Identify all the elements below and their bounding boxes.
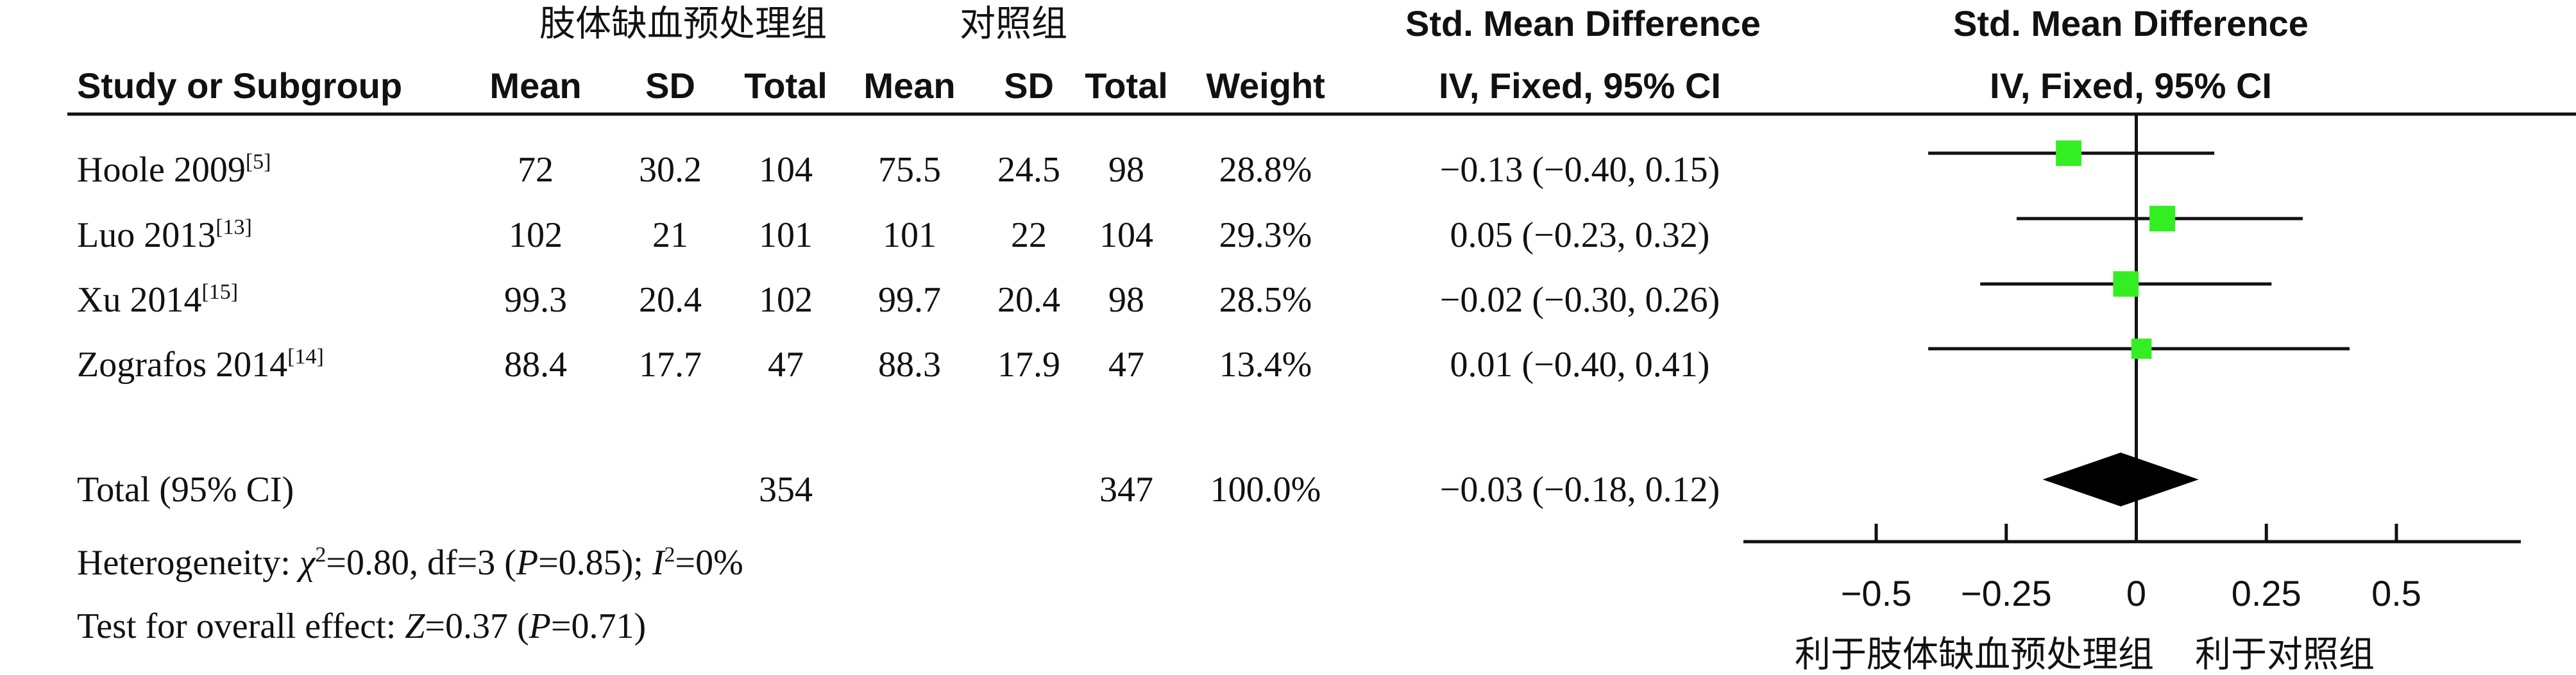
i-squared-symbol: I (652, 543, 666, 583)
study-reference: [15] (201, 280, 238, 304)
exp-total-header: Total (744, 65, 827, 106)
exp-sd-header: SD (645, 65, 695, 106)
x-tick-label: −0.25 (1961, 573, 2052, 613)
effect-column-title: Std. Mean Difference (1405, 3, 1761, 44)
control-group-title: 对照组 (960, 3, 1067, 45)
total-ci: −0.03 (−0.18, 0.12) (1440, 470, 1720, 510)
total-ctrl-n: 347 (1099, 470, 1153, 510)
study-effect-marker (2149, 206, 2176, 231)
study-ci: −0.02 (−0.30, 0.26) (1440, 280, 1720, 320)
study-reference: [5] (246, 150, 271, 174)
total-row: Total (95% CI) 354 347 100.0% −0.03 (−0.… (77, 470, 1720, 510)
study-reference: [14] (287, 345, 324, 369)
study-sd1: 21 (652, 215, 688, 255)
study-mean2: 99.7 (878, 280, 941, 320)
x-tick-label: −0.5 (1841, 573, 1912, 613)
study-sd1: 20.4 (639, 280, 702, 320)
study-mean2: 101 (883, 215, 936, 255)
study-mean1: 102 (509, 215, 563, 255)
study-name-text: Hoole 2009 (77, 150, 246, 190)
chi-sup: 2 (315, 543, 326, 567)
study-n1: 102 (759, 280, 813, 320)
ctrl-sd-header: SD (1004, 65, 1054, 106)
chi-symbol: χ (296, 543, 316, 583)
study-row: Hoole 2009[5] 72 30.2 104 75.5 24.5 98 28.8% −0.… (77, 150, 1720, 190)
study-name: Xu 2014[15] (77, 280, 238, 320)
study-weight: 29.3% (1219, 215, 1312, 255)
study-mean1: 88.4 (504, 345, 567, 385)
study-n2: 47 (1108, 345, 1144, 385)
overall-p-value: =0.71) (551, 606, 646, 646)
z-value: =0.37 ( (425, 606, 529, 646)
study-name: Hoole 2009[5] (77, 150, 271, 190)
study-name-text: Luo 2013 (77, 215, 216, 255)
x-tick-label: 0.5 (2371, 573, 2421, 613)
study-mean1: 99.3 (504, 280, 567, 320)
chi-value: =0.80, df=3 ( (326, 543, 516, 583)
study-ci: 0.01 (−0.40, 0.41) (1450, 345, 1710, 385)
study-weight: 13.4% (1219, 345, 1312, 385)
study-name-text: Xu 2014 (77, 280, 201, 320)
study-column-header: Study or Subgroup (77, 65, 402, 106)
study-sd2: 20.4 (997, 280, 1060, 320)
study-row: Xu 2014[15] 99.3 20.4 102 99.7 20.4 98 28.5% −0.… (77, 280, 1720, 320)
effect-method-header: IV, Fixed, 95% CI (1439, 65, 1721, 106)
total-label: Total (95% CI) (77, 470, 294, 510)
heterogeneity-p-value: =0.85); (538, 543, 652, 583)
study-ci: −0.13 (−0.40, 0.15) (1440, 150, 1720, 190)
study-name: Zografos 2014[14] (77, 345, 324, 385)
study-mean1: 72 (518, 150, 554, 190)
study-n1: 104 (759, 150, 813, 190)
study-sd1: 30.2 (639, 150, 702, 190)
x-tick-label: 0.25 (2232, 573, 2301, 613)
ctrl-mean-header: Mean (863, 65, 955, 106)
i-squared-sup: 2 (665, 543, 675, 567)
study-rows: Hoole 2009[5] 72 30.2 104 75.5 24.5 98 28.8% −0.… (77, 150, 1720, 385)
study-n1: 101 (759, 215, 813, 255)
study-weight: 28.8% (1219, 150, 1312, 190)
study-reference: [13] (216, 215, 252, 239)
experimental-group-title: 肢体缺血预处理组 (539, 3, 827, 45)
study-effect-marker (2056, 140, 2081, 166)
study-sd2: 24.5 (997, 150, 1060, 190)
study-name-text: Zografos 2014 (77, 345, 287, 385)
study-n2: 98 (1108, 150, 1144, 190)
favors-control-label: 利于对照组 (2195, 634, 2375, 675)
plot-method-header: IV, Fixed, 95% CI (1990, 65, 2272, 106)
heterogeneity-line: Heterogeneity: χ2=0.80, df=3 (P=0.85); I… (77, 543, 743, 583)
total-exp-n: 354 (759, 470, 813, 510)
study-row: Luo 2013[13] 102 21 101 101 22 104 29.3% 0.05 (−… (77, 215, 1709, 255)
plot-title: Std. Mean Difference (1953, 3, 2309, 44)
study-name: Luo 2013[13] (77, 215, 252, 255)
plot-area: −0.5 −0.25 0 0.25 0.5 (1743, 114, 2521, 613)
overall-effect-line: Test for overall effect: Z=0.37 (P=0.71) (77, 606, 646, 646)
z-symbol: Z (405, 606, 425, 646)
study-sd1: 17.7 (639, 345, 702, 385)
exp-mean-header: Mean (489, 65, 581, 106)
x-tick-label: 0 (2126, 573, 2146, 613)
study-mean2: 88.3 (878, 345, 941, 385)
study-mean2: 75.5 (878, 150, 941, 190)
study-effect-marker (2131, 338, 2152, 359)
study-weight: 28.5% (1219, 280, 1312, 320)
study-n1: 47 (768, 345, 804, 385)
summary-diamond (2042, 453, 2199, 506)
study-n2: 98 (1108, 280, 1144, 320)
weight-header: Weight (1206, 65, 1325, 106)
study-effect-marker (2113, 271, 2139, 297)
study-n2: 104 (1099, 215, 1153, 255)
study-row: Zografos 2014[14] 88.4 17.7 47 88.3 17.9 47 13.… (77, 345, 1709, 385)
overall-prefix: Test for overall effect: (77, 606, 405, 646)
favors-experimental-label: 利于肢体缺血预处理组 (1795, 634, 2154, 675)
study-sd2: 22 (1011, 215, 1047, 255)
i-squared-value: =0% (675, 543, 743, 583)
total-weight: 100.0% (1210, 470, 1321, 510)
heterogeneity-prefix: Heterogeneity: (77, 543, 300, 583)
overall-p-symbol: P (529, 606, 551, 646)
ctrl-total-header: Total (1085, 65, 1168, 106)
study-sd2: 17.9 (997, 345, 1060, 385)
study-ci: 0.05 (−0.23, 0.32) (1450, 215, 1710, 255)
heterogeneity-p-symbol: P (516, 543, 538, 583)
